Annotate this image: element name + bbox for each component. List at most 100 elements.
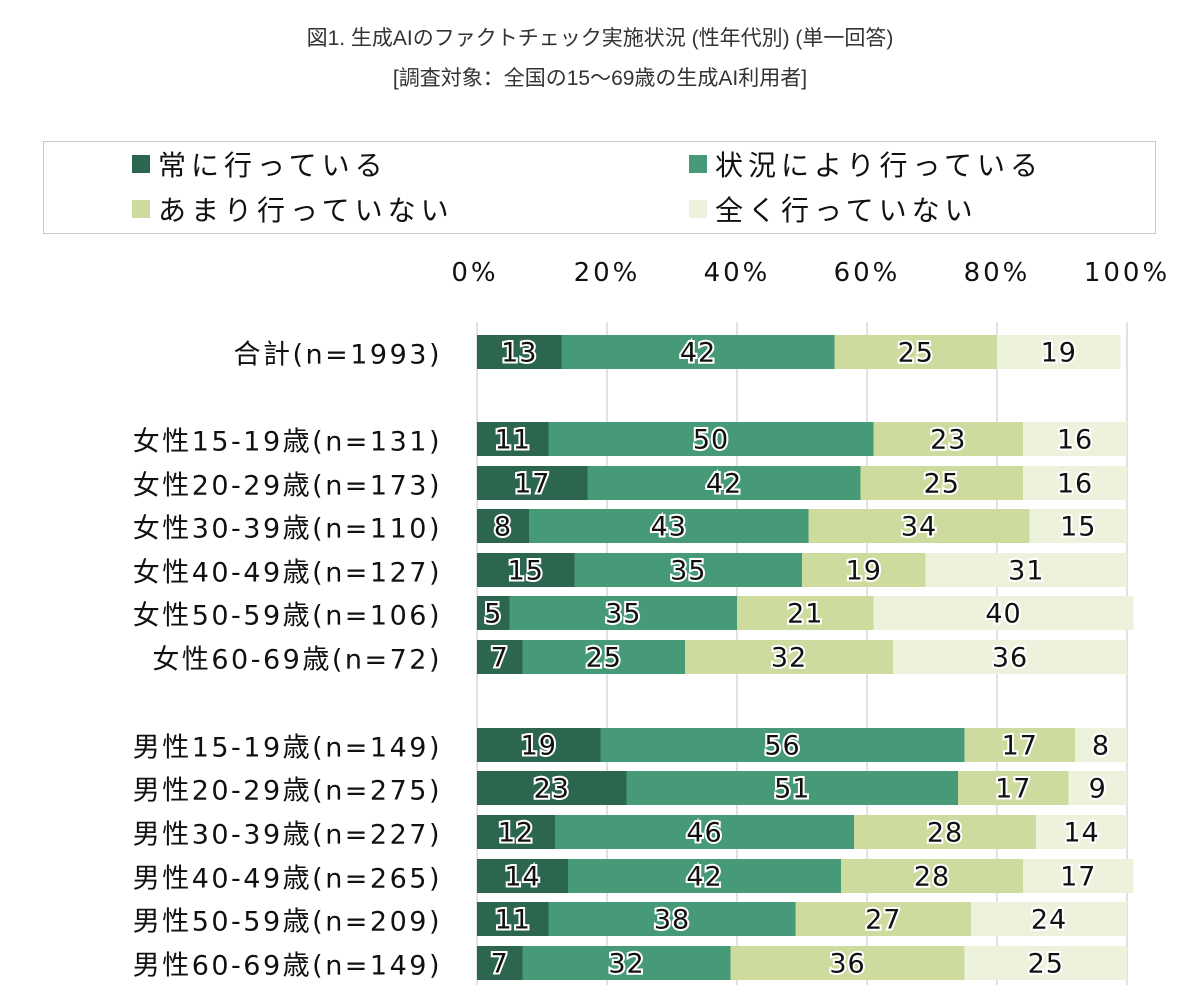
- data-label: 17: [1060, 862, 1096, 893]
- data-label: 23: [534, 774, 570, 805]
- data-label: 16: [1057, 425, 1093, 456]
- data-label: 15: [508, 556, 544, 587]
- bar-segment: [477, 728, 601, 762]
- bar-segment: [893, 640, 1127, 674]
- bar-segment: [568, 859, 841, 893]
- data-label: 19: [521, 731, 557, 762]
- data-label: 42: [686, 862, 722, 893]
- bar-segment: [1029, 509, 1127, 543]
- bar-segment: [1023, 466, 1127, 500]
- data-label: 17: [514, 469, 550, 500]
- bar-segment: [522, 640, 685, 674]
- bar-segment: [477, 815, 555, 849]
- bar-segment: [730, 946, 965, 980]
- bar-segment: [626, 771, 958, 805]
- bar-segment: [1023, 422, 1127, 456]
- data-label: 42: [680, 338, 716, 369]
- bar-row: 11 38 27 24: [477, 902, 1127, 938]
- data-label: 19: [1041, 338, 1077, 369]
- data-label: 11: [495, 905, 531, 936]
- chart-subtitle: [調査対象：全国の15〜69歳の生成AI利用者]: [392, 67, 808, 90]
- data-label: 25: [586, 643, 622, 674]
- bar-segment: [477, 509, 529, 543]
- data-label: 43: [651, 512, 687, 543]
- data-label: 12: [498, 818, 534, 849]
- x-tick-label: 40%: [703, 258, 771, 288]
- data-label: 56: [764, 731, 800, 762]
- bar-segment: [834, 335, 997, 369]
- category-label: 男性50-59歳(n=209): [132, 906, 442, 938]
- data-label: 16: [1057, 469, 1093, 500]
- bar-segment: [958, 771, 1069, 805]
- bar-segment: [477, 553, 575, 587]
- data-label: 11: [495, 425, 531, 456]
- bar-row: 23 51 17 9: [477, 771, 1127, 807]
- bar-segment: [964, 946, 1127, 980]
- bar-segment: [854, 815, 1036, 849]
- bar-segment: [574, 553, 802, 587]
- bar-segment: [1075, 728, 1127, 762]
- legend-label-situational: 状況により行っている: [715, 149, 1044, 182]
- bar-segment: [860, 466, 1023, 500]
- bar-row: 17 42 25 16: [477, 466, 1127, 502]
- bar-row: 13 42 25 19: [477, 335, 1121, 371]
- data-label: 27: [865, 905, 901, 936]
- data-label: 35: [605, 599, 641, 630]
- bar-segment: [529, 509, 809, 543]
- bar-segment: [841, 859, 1023, 893]
- data-label: 15: [1060, 512, 1096, 543]
- legend-label-rarely: あまり行っていない: [158, 194, 454, 227]
- data-label: 32: [771, 643, 807, 674]
- bar-row: 15 35 19 31: [477, 553, 1127, 589]
- bar-segment: [548, 902, 796, 936]
- bar-segment: [477, 771, 627, 805]
- data-label: 14: [504, 862, 540, 893]
- category-label: 女性40-49歳(n=127): [132, 557, 442, 589]
- legend-swatch-situational: [689, 155, 707, 173]
- bar-segment: [477, 946, 523, 980]
- bar-segment: [925, 553, 1127, 587]
- category-label: 女性60-69歳(n=72): [152, 644, 442, 676]
- data-label: 42: [706, 469, 742, 500]
- data-label: 14: [1063, 818, 1099, 849]
- bar-segment: [477, 335, 562, 369]
- bar-segment: [685, 640, 893, 674]
- category-label: 女性20-29歳(n=173): [132, 470, 442, 502]
- data-label: 8: [494, 512, 512, 543]
- bar-row: 7 32 36 25: [477, 946, 1127, 982]
- data-label: 8: [1092, 731, 1110, 762]
- data-label: 32: [608, 949, 644, 980]
- data-label: 51: [774, 774, 810, 805]
- x-tick-label: 60%: [833, 258, 901, 288]
- data-label: 17: [995, 774, 1031, 805]
- bar-segment: [873, 422, 1023, 456]
- data-label: 13: [501, 338, 537, 369]
- category-label: 合計(n=1993): [233, 339, 442, 371]
- data-label: 23: [930, 425, 966, 456]
- bar-segment: [477, 466, 588, 500]
- bar-segment: [1068, 771, 1127, 805]
- bar-row: 19 56 17 8: [477, 728, 1127, 764]
- data-label: 7: [491, 643, 509, 674]
- bar-segment: [555, 815, 854, 849]
- bar-segment: [795, 902, 971, 936]
- bar-segment: [808, 509, 1030, 543]
- bar-segment: [964, 728, 1075, 762]
- data-label: 25: [924, 469, 960, 500]
- data-label: 17: [1002, 731, 1038, 762]
- data-label: 35: [670, 556, 706, 587]
- data-label: 36: [992, 643, 1028, 674]
- data-label: 25: [898, 338, 934, 369]
- x-tick-label: 100%: [1083, 258, 1171, 288]
- bar-row: 12 46 28 14: [477, 815, 1127, 851]
- x-tick-label: 20%: [573, 258, 641, 288]
- category-label: 男性30-39歳(n=227): [132, 819, 442, 851]
- data-label: 40: [985, 599, 1021, 630]
- legend-label-never: 全く行っていない: [715, 194, 978, 227]
- category-label: 男性20-29歳(n=275): [132, 775, 442, 807]
- bar-segment: [737, 596, 874, 630]
- data-label: 34: [901, 512, 937, 543]
- data-label: 9: [1089, 774, 1107, 805]
- legend-swatch-always: [132, 155, 150, 173]
- legend-item-always: 常に行っている: [132, 144, 388, 184]
